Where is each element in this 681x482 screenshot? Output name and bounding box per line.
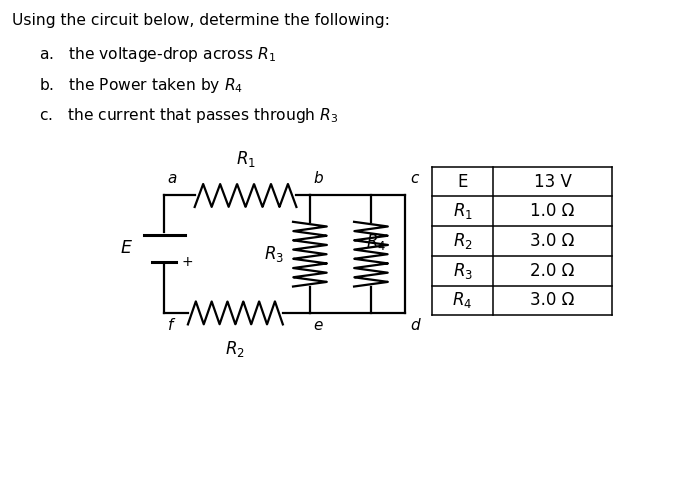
Text: f: f [168,318,173,333]
Text: E: E [458,173,468,190]
Text: $R_1$: $R_1$ [236,149,255,169]
Text: 2.0 Ω: 2.0 Ω [530,262,575,280]
Text: $R_2$: $R_2$ [225,339,245,359]
Text: b.   the Power taken by $R_4$: b. the Power taken by $R_4$ [39,76,242,94]
Text: +: + [182,254,193,268]
Text: a: a [168,171,177,186]
Text: e: e [313,318,323,333]
Text: $R_4$: $R_4$ [366,232,386,252]
Text: 3.0 Ω: 3.0 Ω [530,292,575,309]
Text: $R_2$: $R_2$ [453,231,473,251]
Text: E: E [121,239,131,257]
Text: $R_1$: $R_1$ [453,201,473,221]
Text: c: c [411,171,419,186]
Text: d: d [411,318,420,333]
Text: a.   the voltage-drop across $R_1$: a. the voltage-drop across $R_1$ [39,45,276,65]
Text: $R_3$: $R_3$ [453,261,473,281]
Text: c.   the current that passes through $R_3$: c. the current that passes through $R_3$ [39,106,338,125]
Text: $R_4$: $R_4$ [452,291,473,310]
Text: 3.0 Ω: 3.0 Ω [530,232,575,250]
Text: Using the circuit below, determine the following:: Using the circuit below, determine the f… [12,13,390,28]
Text: 13 V: 13 V [533,173,571,190]
Text: 1.0 Ω: 1.0 Ω [530,202,575,220]
Text: b: b [313,171,323,186]
Text: $R_3$: $R_3$ [264,244,284,264]
